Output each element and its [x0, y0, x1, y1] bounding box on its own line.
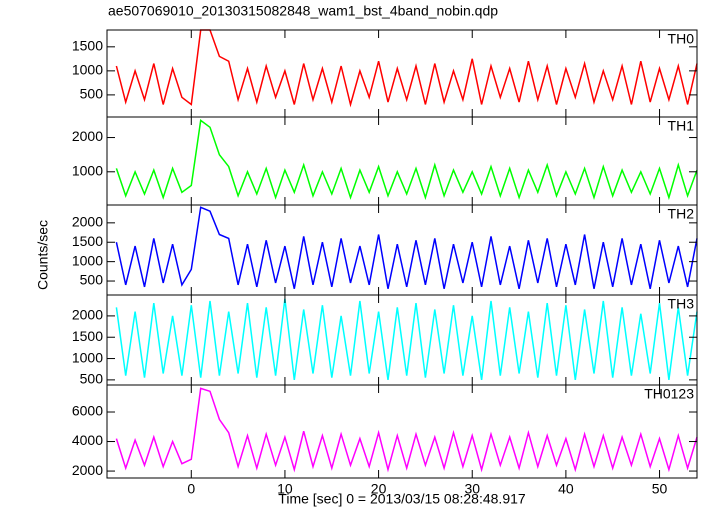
- y-tick-label: 1500: [72, 233, 103, 249]
- y-tick-label: 2000: [72, 307, 103, 323]
- panel-frame: [106, 204, 698, 296]
- y-tick-label: 500: [80, 86, 104, 102]
- panel-frame: [106, 384, 698, 479]
- chart-title: ae507069010_20130315082848_wam1_bst_4ban…: [108, 3, 498, 19]
- x-axis-label: Time [sec] 0 = 2013/03/15 08:28:48.917: [278, 491, 526, 507]
- x-tick-label: 30: [464, 481, 480, 497]
- panel-label: TH2: [668, 206, 695, 222]
- y-tick-label: 1000: [72, 252, 103, 268]
- panel-label: TH0: [668, 31, 695, 47]
- y-tick-label: 1500: [72, 38, 103, 54]
- light-curve: [115, 29, 698, 108]
- y-axis-label: Counts/sec: [35, 220, 51, 290]
- y-tick-label: 500: [80, 272, 104, 288]
- panel-label: TH0123: [644, 386, 694, 402]
- x-tick-label: 20: [371, 481, 387, 497]
- y-tick-label: 2000: [72, 128, 103, 144]
- x-tick-label: 10: [277, 481, 293, 497]
- y-tick-label: 4000: [72, 432, 103, 448]
- light-curve: [115, 298, 698, 381]
- y-tick-label: 500: [80, 371, 104, 387]
- light-curve: [115, 119, 698, 201]
- y-tick-label: 2000: [72, 214, 103, 230]
- y-tick-label: 6000: [72, 403, 103, 419]
- y-tick-label: 1500: [72, 328, 103, 344]
- panel-label: TH3: [668, 296, 695, 312]
- light-curve: [115, 387, 698, 473]
- y-tick-label: 1000: [72, 349, 103, 365]
- x-tick-label: 0: [187, 481, 195, 497]
- x-tick-label: 40: [558, 481, 574, 497]
- y-tick-label: 1000: [72, 62, 103, 78]
- light-curve: [115, 206, 698, 289]
- y-tick-label: 1000: [72, 162, 103, 178]
- panel-label: TH1: [668, 118, 695, 134]
- y-tick-label: 2000: [72, 462, 103, 478]
- x-tick-label: 50: [652, 481, 668, 497]
